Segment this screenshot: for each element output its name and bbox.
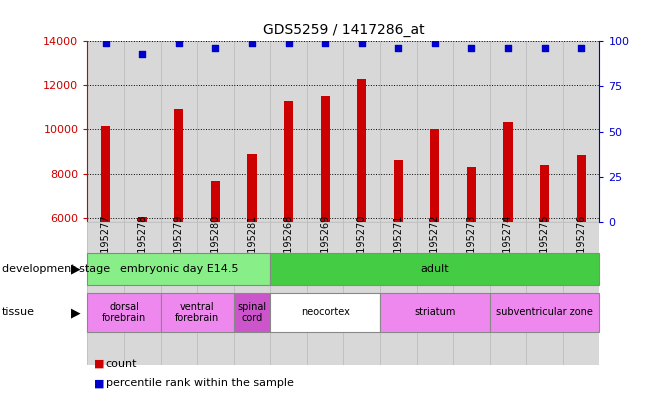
Text: embryonic day E14.5: embryonic day E14.5 bbox=[120, 264, 238, 274]
Bar bbox=[467, 167, 476, 222]
Title: GDS5259 / 1417286_at: GDS5259 / 1417286_at bbox=[262, 24, 424, 37]
Bar bbox=[430, 129, 439, 222]
Point bbox=[539, 45, 550, 51]
Point bbox=[356, 40, 367, 46]
Bar bbox=[307, 41, 343, 222]
Bar bbox=[540, 165, 549, 222]
Text: percentile rank within the sample: percentile rank within the sample bbox=[106, 378, 294, 388]
Bar bbox=[417, 41, 453, 222]
Point bbox=[320, 40, 330, 46]
Bar bbox=[490, 41, 526, 222]
Text: development stage: development stage bbox=[2, 264, 110, 274]
Text: striatum: striatum bbox=[414, 307, 456, 318]
Bar bbox=[270, 293, 380, 332]
Text: adult: adult bbox=[421, 264, 449, 274]
Point bbox=[247, 40, 257, 46]
Bar bbox=[161, 222, 197, 365]
Text: subventricular zone: subventricular zone bbox=[496, 307, 593, 318]
Bar bbox=[380, 41, 417, 222]
Bar bbox=[563, 41, 599, 222]
Bar bbox=[87, 293, 161, 332]
Bar bbox=[87, 253, 270, 285]
Point bbox=[430, 40, 440, 46]
Text: ■: ■ bbox=[94, 378, 104, 388]
Bar bbox=[161, 293, 234, 332]
Bar bbox=[174, 108, 183, 222]
Text: dorsal
forebrain: dorsal forebrain bbox=[102, 302, 146, 323]
Bar bbox=[394, 160, 403, 222]
Bar bbox=[526, 222, 563, 365]
Text: ventral
forebrain: ventral forebrain bbox=[175, 302, 219, 323]
Text: ▶: ▶ bbox=[71, 263, 81, 276]
Bar bbox=[490, 293, 599, 332]
Point bbox=[174, 40, 184, 46]
Bar bbox=[124, 222, 161, 365]
Bar bbox=[197, 222, 234, 365]
Point bbox=[466, 45, 476, 51]
Text: ■: ■ bbox=[94, 358, 104, 369]
Bar bbox=[526, 41, 563, 222]
Bar bbox=[197, 41, 234, 222]
Bar bbox=[380, 222, 417, 365]
Point bbox=[576, 45, 586, 51]
Bar bbox=[211, 181, 220, 222]
Point bbox=[137, 51, 148, 57]
Bar bbox=[453, 222, 490, 365]
Bar bbox=[270, 253, 599, 285]
Bar bbox=[87, 41, 124, 222]
Bar bbox=[490, 222, 526, 365]
Text: count: count bbox=[106, 358, 137, 369]
Text: neocortex: neocortex bbox=[301, 307, 349, 318]
Bar bbox=[234, 293, 270, 332]
Text: tissue: tissue bbox=[2, 307, 35, 318]
Bar bbox=[87, 222, 124, 365]
Bar bbox=[248, 154, 257, 222]
Point bbox=[283, 40, 294, 46]
Bar bbox=[234, 222, 270, 365]
Bar bbox=[577, 155, 586, 222]
Bar bbox=[417, 222, 453, 365]
Bar bbox=[284, 101, 293, 222]
Bar bbox=[343, 41, 380, 222]
Bar bbox=[453, 41, 490, 222]
Bar bbox=[138, 217, 147, 222]
Point bbox=[393, 45, 404, 51]
Bar bbox=[101, 126, 110, 222]
Point bbox=[210, 45, 220, 51]
Bar bbox=[234, 41, 270, 222]
Bar bbox=[124, 41, 161, 222]
Text: ▶: ▶ bbox=[71, 306, 81, 319]
Bar bbox=[321, 96, 330, 222]
Bar bbox=[563, 222, 599, 365]
Bar bbox=[161, 41, 197, 222]
Bar bbox=[380, 293, 490, 332]
Bar bbox=[503, 122, 513, 222]
Bar bbox=[307, 222, 343, 365]
Bar bbox=[343, 222, 380, 365]
Bar bbox=[357, 79, 366, 222]
Bar bbox=[270, 41, 307, 222]
Bar bbox=[270, 222, 307, 365]
Point bbox=[100, 40, 111, 46]
Text: spinal
cord: spinal cord bbox=[237, 302, 266, 323]
Point bbox=[503, 45, 513, 51]
